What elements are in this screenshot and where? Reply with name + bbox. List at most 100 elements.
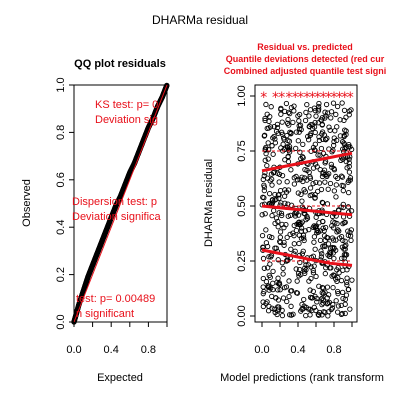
outlier-star: *	[286, 90, 293, 106]
residual-point	[299, 198, 305, 204]
residual-point	[311, 147, 318, 153]
residual-point	[263, 101, 269, 108]
residual-point	[278, 200, 284, 206]
residual-point	[337, 133, 344, 139]
residual-point	[316, 137, 323, 144]
residual-point	[330, 284, 336, 291]
residual-point	[325, 292, 332, 298]
residual-point	[269, 305, 275, 311]
residual-point	[334, 288, 341, 295]
outlier-test-line1: test: p= 0.00489	[76, 293, 155, 305]
residual-point	[325, 313, 331, 319]
qq-x-tick-label: 0.4	[104, 344, 119, 356]
residual-point	[307, 107, 314, 113]
residual-point	[312, 195, 318, 201]
outlier-star: *	[331, 90, 338, 106]
residual-point	[346, 156, 352, 162]
residual-point	[303, 262, 309, 268]
residual-point	[317, 152, 323, 158]
residual-point	[286, 278, 292, 284]
residual-point	[325, 300, 331, 306]
residual-point	[312, 141, 318, 147]
residual-point	[272, 191, 278, 198]
residual-point	[267, 261, 273, 267]
residual-point	[269, 200, 276, 206]
residual-point	[277, 229, 284, 235]
residual-plot-subtitle-3: Combined adjusted quantile test signi	[224, 66, 387, 76]
residual-x-tick-label: 0.0	[254, 344, 269, 356]
residual-point	[348, 208, 355, 214]
residual-point	[276, 179, 282, 185]
residual-y-axis-label: DHARMa residual	[203, 159, 215, 247]
residual-point	[278, 105, 284, 112]
residual-point	[276, 195, 282, 201]
residual-plot-subtitle-1: Residual vs. predicted	[257, 42, 353, 52]
residual-point	[310, 165, 317, 171]
residual-point	[272, 245, 278, 251]
residual-point	[334, 278, 340, 285]
residual-point	[349, 277, 355, 283]
residual-point	[276, 171, 283, 177]
residual-point	[308, 121, 314, 128]
residual-point	[343, 131, 349, 138]
residual-point	[262, 211, 268, 217]
residual-point	[270, 151, 276, 157]
residual-point	[277, 287, 283, 293]
residual-point	[331, 188, 337, 194]
residual-point	[295, 190, 301, 196]
residual-point	[272, 309, 278, 316]
residual-point	[328, 109, 335, 115]
residual-point	[283, 284, 290, 290]
residual-point	[279, 119, 285, 125]
qq-plot-title: QQ plot residuals	[74, 58, 166, 70]
residual-point	[334, 220, 340, 227]
residual-point	[307, 185, 314, 191]
residual-point	[338, 311, 345, 318]
residual-point	[319, 199, 325, 205]
residual-point	[331, 245, 337, 252]
residual-point	[269, 293, 275, 300]
residual-point	[320, 300, 326, 306]
residual-point	[345, 144, 352, 150]
residual-point	[333, 182, 339, 188]
residual-point	[281, 242, 287, 248]
residual-point	[262, 157, 268, 163]
residual-point	[343, 128, 349, 134]
residual-point	[294, 278, 300, 284]
residual-point	[280, 271, 286, 277]
outlier-star: *	[292, 90, 299, 106]
residual-point	[322, 309, 328, 316]
residual-point	[302, 189, 309, 195]
residual-y-tick-label: 0.25	[236, 250, 248, 271]
residual-point	[343, 242, 349, 248]
quantile-regression-curve	[261, 151, 353, 173]
residual-point	[319, 290, 325, 296]
residual-point	[334, 267, 340, 273]
residual-x-tick-label: 0.8	[326, 344, 341, 356]
residual-point	[321, 228, 327, 234]
residual-point	[316, 100, 322, 107]
residual-point	[260, 194, 266, 200]
residual-point	[277, 187, 284, 194]
residual-y-ticks: 0.00 0.25 0.50 0.75 1.00	[236, 85, 255, 327]
outlier-star: *	[336, 90, 343, 106]
qq-x-ticks: 0.0 0.4 0.8	[66, 322, 168, 356]
residual-point	[321, 243, 327, 249]
residual-point	[305, 133, 311, 140]
qq-y-tick-label: 0.4	[55, 220, 67, 235]
residual-point	[285, 116, 291, 123]
residual-point	[316, 134, 322, 140]
residual-point	[266, 287, 272, 293]
residual-point	[340, 201, 346, 208]
residual-point	[319, 302, 325, 308]
residual-point	[279, 173, 286, 179]
residual-point	[307, 294, 314, 301]
residual-point	[288, 167, 294, 173]
residual-point	[316, 312, 322, 318]
residual-point	[275, 297, 282, 303]
residual-point	[299, 251, 306, 257]
outlier-stars-layer: * * * * ** *********	[260, 90, 353, 106]
residual-point	[339, 182, 345, 189]
residual-point	[312, 224, 318, 231]
